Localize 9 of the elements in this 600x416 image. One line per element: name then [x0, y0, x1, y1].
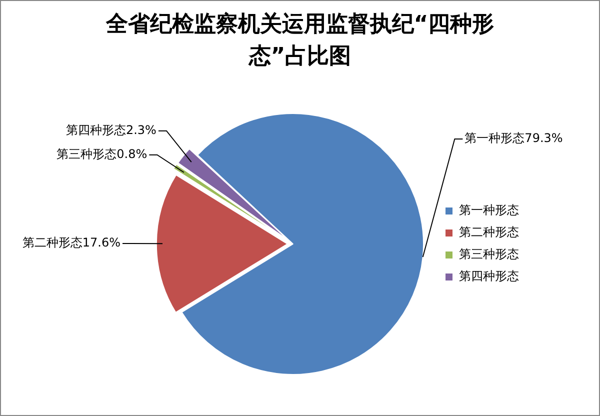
category-label: 第三种形态0.8% — [56, 146, 148, 161]
chart-title: 全省纪检监察机关运用监督执纪“四种形态”占比图 — [104, 10, 496, 71]
category-label: 第一种形态79.3% — [464, 131, 563, 146]
category-label: 第二种形态17.6% — [22, 236, 120, 250]
legend-label: 第三种形态 — [459, 247, 519, 262]
legend-label: 第二种形态 — [459, 225, 519, 240]
category-label: 第四种形态2.3% — [66, 122, 156, 137]
legend-label: 第四种形态 — [459, 269, 519, 284]
legend-label: 第一种形态 — [459, 203, 519, 218]
